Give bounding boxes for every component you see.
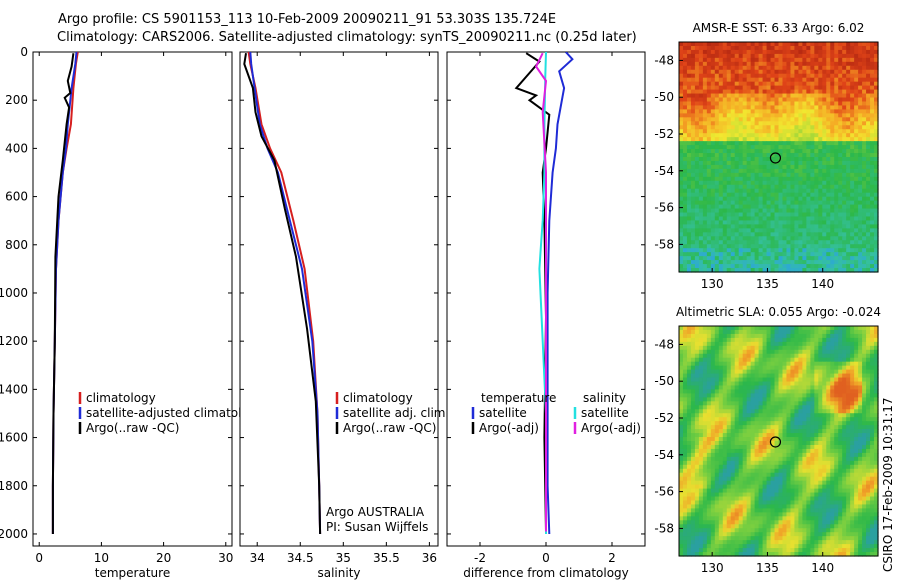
x-tick-label: 130 xyxy=(701,277,724,291)
x-axis-label: difference from climatology xyxy=(463,566,629,580)
x-tick-label: 2 xyxy=(608,551,616,565)
map-frame xyxy=(678,325,879,557)
x-tick-label: 36 xyxy=(422,551,437,565)
x-tick-label: 35.5 xyxy=(373,551,400,565)
legend-entry: satellite adj. clim. xyxy=(343,406,449,420)
legend-entry: climatology xyxy=(86,391,156,405)
y-tick-label: 200 xyxy=(5,93,28,107)
x-tick-label: 140 xyxy=(811,277,834,291)
x-tick-label: -2 xyxy=(474,551,486,565)
argo-position-marker xyxy=(769,152,782,164)
legend-entry: satellite-adjusted climatology xyxy=(86,406,264,420)
plot-frame xyxy=(239,51,439,547)
y-tick-label: 1800 xyxy=(0,479,28,493)
x-tick-label: 34.5 xyxy=(287,551,314,565)
y-tick-label: 1600 xyxy=(0,431,28,445)
y-tick-label: -56 xyxy=(654,485,674,499)
figure-title-line2: Climatology: CARS2006. Satellite-adjuste… xyxy=(57,30,637,45)
legend-entry: satellite xyxy=(581,406,629,420)
x-tick-label: 34 xyxy=(250,551,265,565)
legend-entry: satellite xyxy=(479,406,527,420)
annotation-text: Argo AUSTRALIA xyxy=(326,505,425,519)
y-tick-label: 400 xyxy=(5,141,28,155)
argo-position-marker xyxy=(769,436,782,448)
series-line-argo-raw-qc- xyxy=(243,53,322,535)
legend-heading: salinity xyxy=(583,391,626,405)
x-tick-label: 135 xyxy=(756,277,779,291)
y-tick-label: -48 xyxy=(654,337,674,351)
x-tick-label: 10 xyxy=(94,551,109,565)
x-tick-label: 0 xyxy=(35,551,43,565)
legend-entry: climatology xyxy=(343,391,413,405)
y-tick-label: 1000 xyxy=(0,286,28,300)
y-tick-label: 800 xyxy=(5,238,28,252)
y-tick-label: 1400 xyxy=(0,382,28,396)
y-tick-label: -56 xyxy=(654,201,674,215)
profile-panel-temperature: 0 10 20 30 0 200 400 600 800 1000 1200 1400 1600 1800… xyxy=(0,45,264,580)
series-line-temperature-satellite xyxy=(546,52,574,535)
map-panel-sla: 130 135 140 -48 -50 -52 -54 -56 -58 Altimetric SL… xyxy=(654,305,881,575)
series-line-salinity-argo-adj- xyxy=(534,52,548,532)
x-tick-label: 30 xyxy=(218,551,233,565)
legend-entry: Argo(-adj) xyxy=(581,421,641,435)
legend-entry: Argo(..raw -QC) xyxy=(86,421,179,435)
series-line-argo-raw-qc- xyxy=(51,53,75,534)
y-tick-label: -50 xyxy=(654,374,674,388)
x-tick-label: 135 xyxy=(756,561,779,575)
map-title: Altimetric SLA: 0.055 Argo: -0.024 xyxy=(676,305,881,319)
x-tick-label: 0 xyxy=(542,551,550,565)
map-panel-sst: 130 135 140 -48 -50 -52 -54 -56 -58 AMSR-E SST: 6… xyxy=(654,21,879,291)
x-tick-label: 140 xyxy=(811,561,834,575)
x-axis-label: temperature xyxy=(95,566,170,580)
map-title: AMSR-E SST: 6.33 Argo: 6.02 xyxy=(693,21,865,35)
y-tick-label: -52 xyxy=(654,411,674,425)
x-tick-label: 130 xyxy=(701,561,724,575)
y-tick-label: 600 xyxy=(5,190,28,204)
legend-entry: Argo(-adj) xyxy=(479,421,539,435)
x-axis-label: salinity xyxy=(317,566,360,580)
map-frame xyxy=(678,41,879,273)
y-tick-label: 0 xyxy=(20,45,28,59)
map-cells xyxy=(679,42,879,273)
y-tick-label: -52 xyxy=(654,127,674,141)
y-tick-label: -58 xyxy=(654,237,674,251)
legend-heading: temperature xyxy=(481,391,556,405)
figure-title-line1: Argo profile: CS 5901153_113 10-Feb-2009… xyxy=(58,12,557,27)
y-tick-label: -50 xyxy=(654,90,674,104)
y-tick-label: -54 xyxy=(654,448,674,462)
x-tick-label: 20 xyxy=(156,551,171,565)
map-cells xyxy=(679,326,879,557)
y-tick-label: 1200 xyxy=(0,334,28,348)
profile-panel-salinity: 34 34.5 35 35.5 36 salinity climatologysatelli… xyxy=(239,51,449,580)
plot-frame xyxy=(32,51,233,547)
y-tick-label: -58 xyxy=(654,521,674,535)
legend-entry: Argo(..raw -QC) xyxy=(343,421,436,435)
x-tick-label: 35 xyxy=(336,551,351,565)
y-tick-label: -48 xyxy=(654,53,674,67)
series-line-satellite-adj-clim- xyxy=(249,51,322,535)
y-tick-label: -54 xyxy=(654,164,674,178)
annotation-text: PI: Susan Wijffels xyxy=(326,520,428,534)
credit-stamp: CSIRO 17-Feb-2009 10:31:17 xyxy=(881,397,895,572)
y-tick-label: 2000 xyxy=(0,527,28,541)
